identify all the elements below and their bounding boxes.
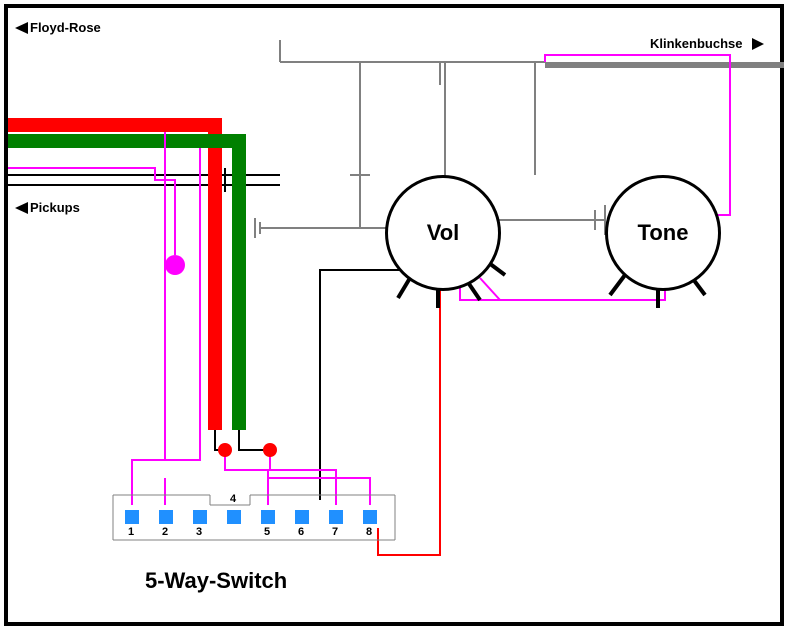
switch-num-1: 1 <box>128 526 134 538</box>
vol-pot: Vol <box>385 175 501 291</box>
magenta-dot <box>165 255 185 275</box>
switch-terminal-2 <box>159 510 173 524</box>
red-dot-1 <box>218 443 232 457</box>
switch-terminal-4 <box>227 510 241 524</box>
tone-pot: Tone <box>605 175 721 291</box>
switch-title: 5-Way-Switch <box>145 568 287 594</box>
switch-terminal-7 <box>329 510 343 524</box>
diagram-canvas: Floyd-Rose Klinkenbuchse Pickups 5-Way-S… <box>0 0 788 630</box>
switch-num-2: 2 <box>162 526 168 538</box>
wiring-layer <box>0 0 788 630</box>
switch-num-5: 5 <box>264 526 270 538</box>
klinkenbuchse-label: Klinkenbuchse <box>650 36 742 51</box>
vol-pot-label: Vol <box>427 220 460 246</box>
switch-terminal-8 <box>363 510 377 524</box>
tone-pot-label: Tone <box>638 220 689 246</box>
switch-terminal-5 <box>261 510 275 524</box>
pickups-label: Pickups <box>30 200 80 215</box>
switch-num-7: 7 <box>332 526 338 538</box>
switch-terminal-1 <box>125 510 139 524</box>
switch-num-8: 8 <box>366 526 372 538</box>
switch-terminal-3 <box>193 510 207 524</box>
switch-num-4: 4 <box>230 493 236 505</box>
red-dot-2 <box>263 443 277 457</box>
switch-num-3: 3 <box>196 526 202 538</box>
floyd-rose-label: Floyd-Rose <box>30 20 101 35</box>
switch-terminal-6 <box>295 510 309 524</box>
switch-num-6: 6 <box>298 526 304 538</box>
